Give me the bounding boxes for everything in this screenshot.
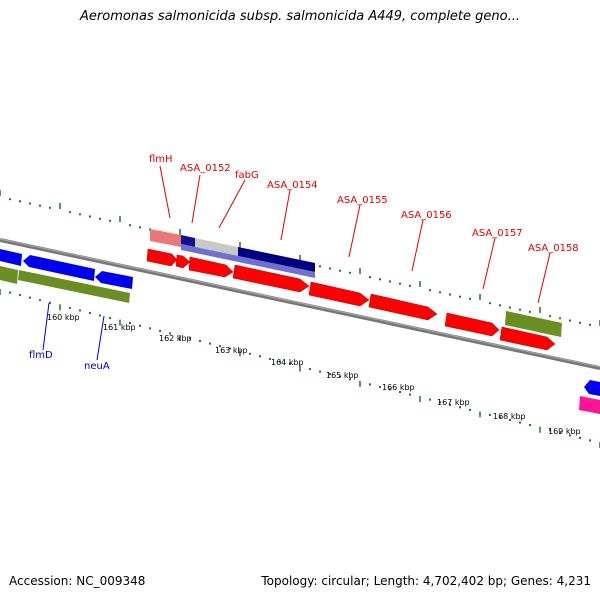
cds-reverse-1 [0,249,22,266]
scale-label-167kbp: 167 kbp [437,398,470,407]
gene-label-ASA-0155: ASA_0155 [337,195,388,206]
feature-pink-light [150,229,181,247]
cds-forward-8 [499,326,556,351]
gene-label-ASA-0152: ASA_0152 [180,163,231,174]
feature-purple-band [181,244,315,278]
scale-label-161kbp: 161 kbp [103,323,136,332]
feature-olive-left-1 [0,266,18,284]
cds-forward-3 [188,256,234,278]
scale-label-165kbp: 165 kbp [326,371,359,380]
gene-label-flmD: flmD [29,350,53,361]
cds-forward-7 [444,312,500,337]
scale-label-166kbp: 166 kbp [382,383,415,392]
cds-forward-6 [368,293,438,321]
bottom-tick-track [0,289,600,448]
feature-navy-2 [238,247,315,272]
scale-label-168kbp: 168 kbp [493,412,526,421]
accession-text: Accession: NC_009348 [9,574,146,588]
gene-label-ASA-0157: ASA_0157 [472,228,523,239]
feature-navy-1 [181,235,195,247]
cds-reverse-right [584,380,600,396]
genome-backbone [0,238,600,370]
cds-forward-4 [232,264,310,293]
scale-label-160kbp: 160 kbp [47,313,80,322]
gene-label-neuA: neuA [84,361,110,372]
feature-light-gray [195,238,238,256]
genome-backbone-highlight [0,238,600,368]
cds-reverse-3 [95,271,133,289]
scale-label-169kbp: 169 kbp [548,427,581,436]
gene-label-ASA-0154: ASA_0154 [267,180,318,191]
scale-label-163kbp: 163 kbp [215,346,248,355]
feature-olive-right [505,311,562,337]
gene-label-flmH: flmH [149,154,173,165]
cds-forward-2 [175,254,191,269]
gene-label-ASA-0158: ASA_0158 [528,243,579,254]
gene-label-fabG: fabG [235,170,259,181]
bottom-leader-lines [42,302,105,361]
scale-label-162kbp: 162 kbp [159,334,192,343]
feature-pink-right [579,396,600,414]
gene-label-ASA-0156: ASA_0156 [401,210,452,221]
map-title: Aeromonas salmonicida subsp. salmonicida… [80,9,520,24]
cds-forward-1 [146,248,178,267]
feature-olive-left-2 [18,270,130,303]
cds-forward-5 [308,281,370,307]
cds-reverse-2 [23,255,95,281]
summary-text: Topology: circular; Length: 4,702,402 bp… [261,574,591,588]
scale-label-164kbp: 164 kbp [271,358,304,367]
top-leader-lines [159,165,551,304]
